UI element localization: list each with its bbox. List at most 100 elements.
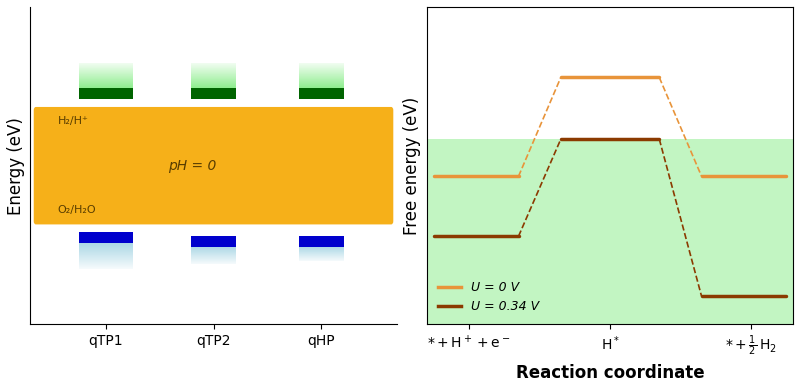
Bar — [79, 69, 133, 70]
Bar — [298, 70, 344, 71]
Bar — [298, 71, 344, 72]
Bar — [298, 65, 344, 66]
X-axis label: Reaction coordinate: Reaction coordinate — [516, 364, 704, 382]
Bar — [79, 77, 133, 78]
Bar — [79, 244, 133, 245]
Bar — [298, 73, 344, 74]
Bar — [191, 235, 236, 247]
Text: pH = 0: pH = 0 — [168, 159, 216, 173]
Bar — [79, 257, 133, 258]
Bar — [79, 253, 133, 254]
Bar — [79, 82, 133, 83]
Bar — [79, 245, 133, 246]
Bar — [191, 84, 236, 85]
Bar — [298, 63, 344, 64]
Text: O₂/H₂O: O₂/H₂O — [58, 205, 96, 215]
Bar — [191, 65, 236, 66]
Bar — [191, 75, 236, 76]
Bar — [191, 86, 236, 87]
Bar — [298, 72, 344, 73]
Bar — [79, 87, 133, 88]
Bar — [191, 74, 236, 75]
Bar — [191, 79, 236, 80]
Bar — [79, 267, 133, 268]
Bar — [79, 64, 133, 65]
Bar — [298, 68, 344, 69]
Bar — [79, 83, 133, 84]
Bar — [298, 77, 344, 78]
Bar — [298, 83, 344, 84]
Bar — [191, 85, 236, 86]
Bar — [191, 70, 236, 71]
Bar — [191, 67, 236, 68]
Bar — [79, 246, 133, 247]
Bar — [298, 79, 344, 80]
Y-axis label: Energy (eV): Energy (eV) — [7, 117, 25, 215]
Bar — [79, 260, 133, 261]
Bar — [191, 76, 236, 77]
Bar — [298, 81, 344, 82]
Bar — [79, 71, 133, 72]
Bar — [298, 80, 344, 81]
Bar — [191, 81, 236, 82]
Bar — [79, 259, 133, 260]
Bar — [79, 247, 133, 248]
Bar — [79, 251, 133, 252]
Bar — [298, 75, 344, 76]
Bar — [79, 254, 133, 255]
Bar — [298, 86, 344, 87]
Bar — [79, 252, 133, 253]
Bar — [298, 87, 344, 88]
Bar — [79, 268, 133, 269]
Bar — [79, 264, 133, 265]
Legend: U = 0 V, U = 0.34 V: U = 0 V, U = 0.34 V — [434, 276, 544, 318]
Bar — [79, 81, 133, 82]
Bar — [79, 74, 133, 75]
Bar — [298, 82, 344, 83]
Bar — [191, 80, 236, 81]
Bar — [79, 250, 133, 251]
Bar — [191, 72, 236, 73]
Bar — [298, 76, 344, 77]
Bar — [191, 77, 236, 78]
Bar — [79, 70, 133, 71]
Bar — [79, 261, 133, 262]
Bar — [79, 68, 133, 69]
Bar — [191, 68, 236, 69]
Bar — [79, 86, 133, 87]
Bar — [191, 63, 236, 64]
Bar — [298, 64, 344, 65]
Text: H₂/H⁺: H₂/H⁺ — [58, 116, 88, 126]
Bar — [79, 76, 133, 77]
Bar — [191, 83, 236, 84]
Bar — [79, 262, 133, 263]
Bar — [79, 248, 133, 249]
Bar — [79, 249, 133, 250]
Bar — [191, 64, 236, 65]
Bar — [79, 265, 133, 266]
Bar — [298, 67, 344, 68]
Bar — [79, 255, 133, 256]
Bar — [298, 69, 344, 70]
Bar — [427, 139, 793, 324]
Bar — [298, 84, 344, 85]
Bar — [298, 88, 344, 99]
Bar — [79, 66, 133, 67]
Bar — [79, 88, 133, 99]
Bar — [79, 73, 133, 74]
Bar — [79, 256, 133, 257]
Y-axis label: Free energy (eV): Free energy (eV) — [403, 96, 422, 235]
Bar — [79, 79, 133, 80]
Bar — [79, 65, 133, 66]
Bar — [79, 232, 133, 244]
Bar — [79, 84, 133, 85]
Bar — [79, 266, 133, 267]
Bar — [79, 75, 133, 76]
Bar — [191, 87, 236, 88]
Bar — [79, 85, 133, 86]
Bar — [79, 263, 133, 264]
Bar — [191, 82, 236, 83]
Bar — [191, 78, 236, 79]
Bar — [79, 72, 133, 73]
Bar — [191, 73, 236, 74]
